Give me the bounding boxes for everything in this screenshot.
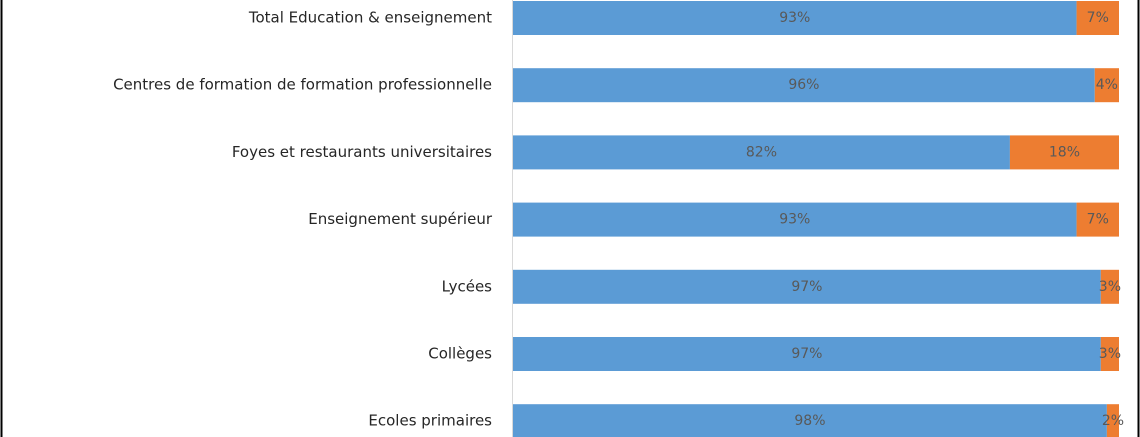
bar-segment [1100, 269, 1119, 304]
bar-segment [513, 202, 1077, 237]
data-label: 93% [779, 10, 810, 26]
bar-segment [1076, 1, 1119, 35]
data-label: 4% [1096, 77, 1118, 93]
category-label: Total Education & enseignement [248, 9, 492, 27]
category-label: Enseignement supérieur [308, 210, 493, 228]
bar-segment [1094, 68, 1119, 103]
bar-segment [513, 269, 1101, 304]
bar-segment [1100, 337, 1119, 371]
data-label: 93% [779, 212, 810, 228]
data-label: 97% [791, 346, 822, 362]
bar-segment [1009, 135, 1119, 170]
data-label: 2% [1102, 413, 1124, 429]
bar-segment [513, 68, 1095, 103]
bar-segment [513, 404, 1107, 437]
category-label: Lycées [442, 277, 493, 295]
data-label: 3% [1099, 279, 1121, 295]
data-label: 3% [1099, 346, 1121, 362]
category-label: Foyes et restaurants universitaires [232, 143, 492, 161]
data-label: 7% [1087, 10, 1109, 26]
category-label: Ecoles primaires [368, 412, 492, 430]
bar-segment [513, 337, 1101, 371]
data-label: 98% [794, 413, 825, 429]
category-label: Centres de formation de formation profes… [113, 76, 492, 94]
data-label: 97% [791, 279, 822, 295]
bar-segment [513, 135, 1010, 170]
data-label: 18% [1049, 144, 1080, 160]
bar-segment [1076, 202, 1119, 237]
data-label: 96% [788, 77, 819, 93]
data-label: 7% [1087, 212, 1109, 228]
bar-segment [513, 1, 1077, 35]
bar-segment [1106, 404, 1119, 437]
category-label: Collèges [428, 345, 492, 363]
data-label: 82% [746, 144, 777, 160]
